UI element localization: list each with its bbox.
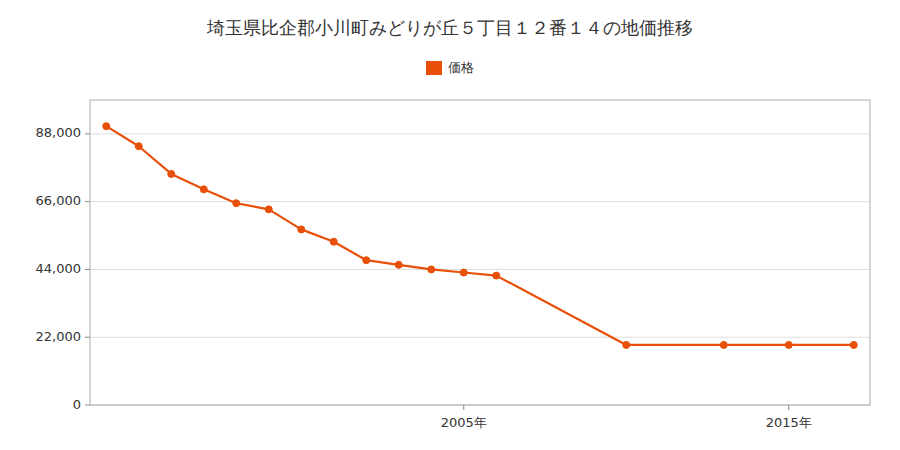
point-marker <box>493 272 500 279</box>
plot-frame <box>90 100 870 405</box>
point-marker <box>785 341 792 348</box>
grid-line <box>90 133 870 134</box>
y-tick <box>85 337 90 338</box>
x-tick-label: 2005年 <box>441 415 487 430</box>
y-tick <box>85 405 90 406</box>
chart-container: 埼玉県比企郡小川町みどりが丘５丁目１２番１４の地価推移 0 22,000 44,000… <box>0 0 900 450</box>
point-marker <box>330 238 337 245</box>
y-tick-label: 88,000 <box>36 125 82 140</box>
y-tick <box>85 201 90 202</box>
point-marker <box>720 341 727 348</box>
y-tick-label: 66,000 <box>36 193 82 208</box>
point-marker <box>298 226 305 233</box>
point-marker <box>200 186 207 193</box>
point-marker <box>428 266 435 273</box>
legend-swatch <box>426 61 442 75</box>
y-tick-label: 22,000 <box>36 329 82 344</box>
point-marker <box>135 143 142 150</box>
legend-label: 価格 <box>448 60 474 75</box>
x-tick <box>463 405 464 410</box>
legend: 価格 <box>426 60 474 76</box>
grid-line <box>90 337 870 338</box>
point-marker <box>103 123 110 130</box>
point-marker <box>623 341 630 348</box>
data-layer <box>103 123 858 349</box>
grid <box>90 134 870 405</box>
title: 埼玉県比企郡小川町みどりが丘５丁目１２番１４の地価推移 <box>206 17 693 38</box>
grid-line <box>90 269 870 270</box>
point-marker <box>233 200 240 207</box>
grid-line <box>90 201 870 202</box>
y-tick <box>85 133 90 134</box>
point-marker <box>460 269 467 276</box>
series-line <box>106 126 854 345</box>
point-marker <box>363 257 370 264</box>
chart-svg: 埼玉県比企郡小川町みどりが丘５丁目１２番１４の地価推移 0 22,000 44,000… <box>0 0 900 450</box>
point-marker <box>265 206 272 213</box>
legend-item: 価格 <box>426 60 474 76</box>
y-tick-label: 44,000 <box>36 261 82 276</box>
axes: 0 22,000 44,000 66,000 88,000 2005年 2015年 <box>36 100 871 430</box>
y-tick-label: 0 <box>73 397 81 412</box>
x-tick-label: 2015年 <box>766 415 812 430</box>
x-tick <box>788 405 789 410</box>
y-tick <box>85 269 90 270</box>
point-marker <box>850 341 857 348</box>
point-marker <box>168 170 175 177</box>
point-marker <box>395 261 402 268</box>
